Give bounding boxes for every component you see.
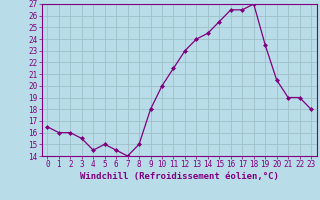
X-axis label: Windchill (Refroidissement éolien,°C): Windchill (Refroidissement éolien,°C) [80, 172, 279, 181]
